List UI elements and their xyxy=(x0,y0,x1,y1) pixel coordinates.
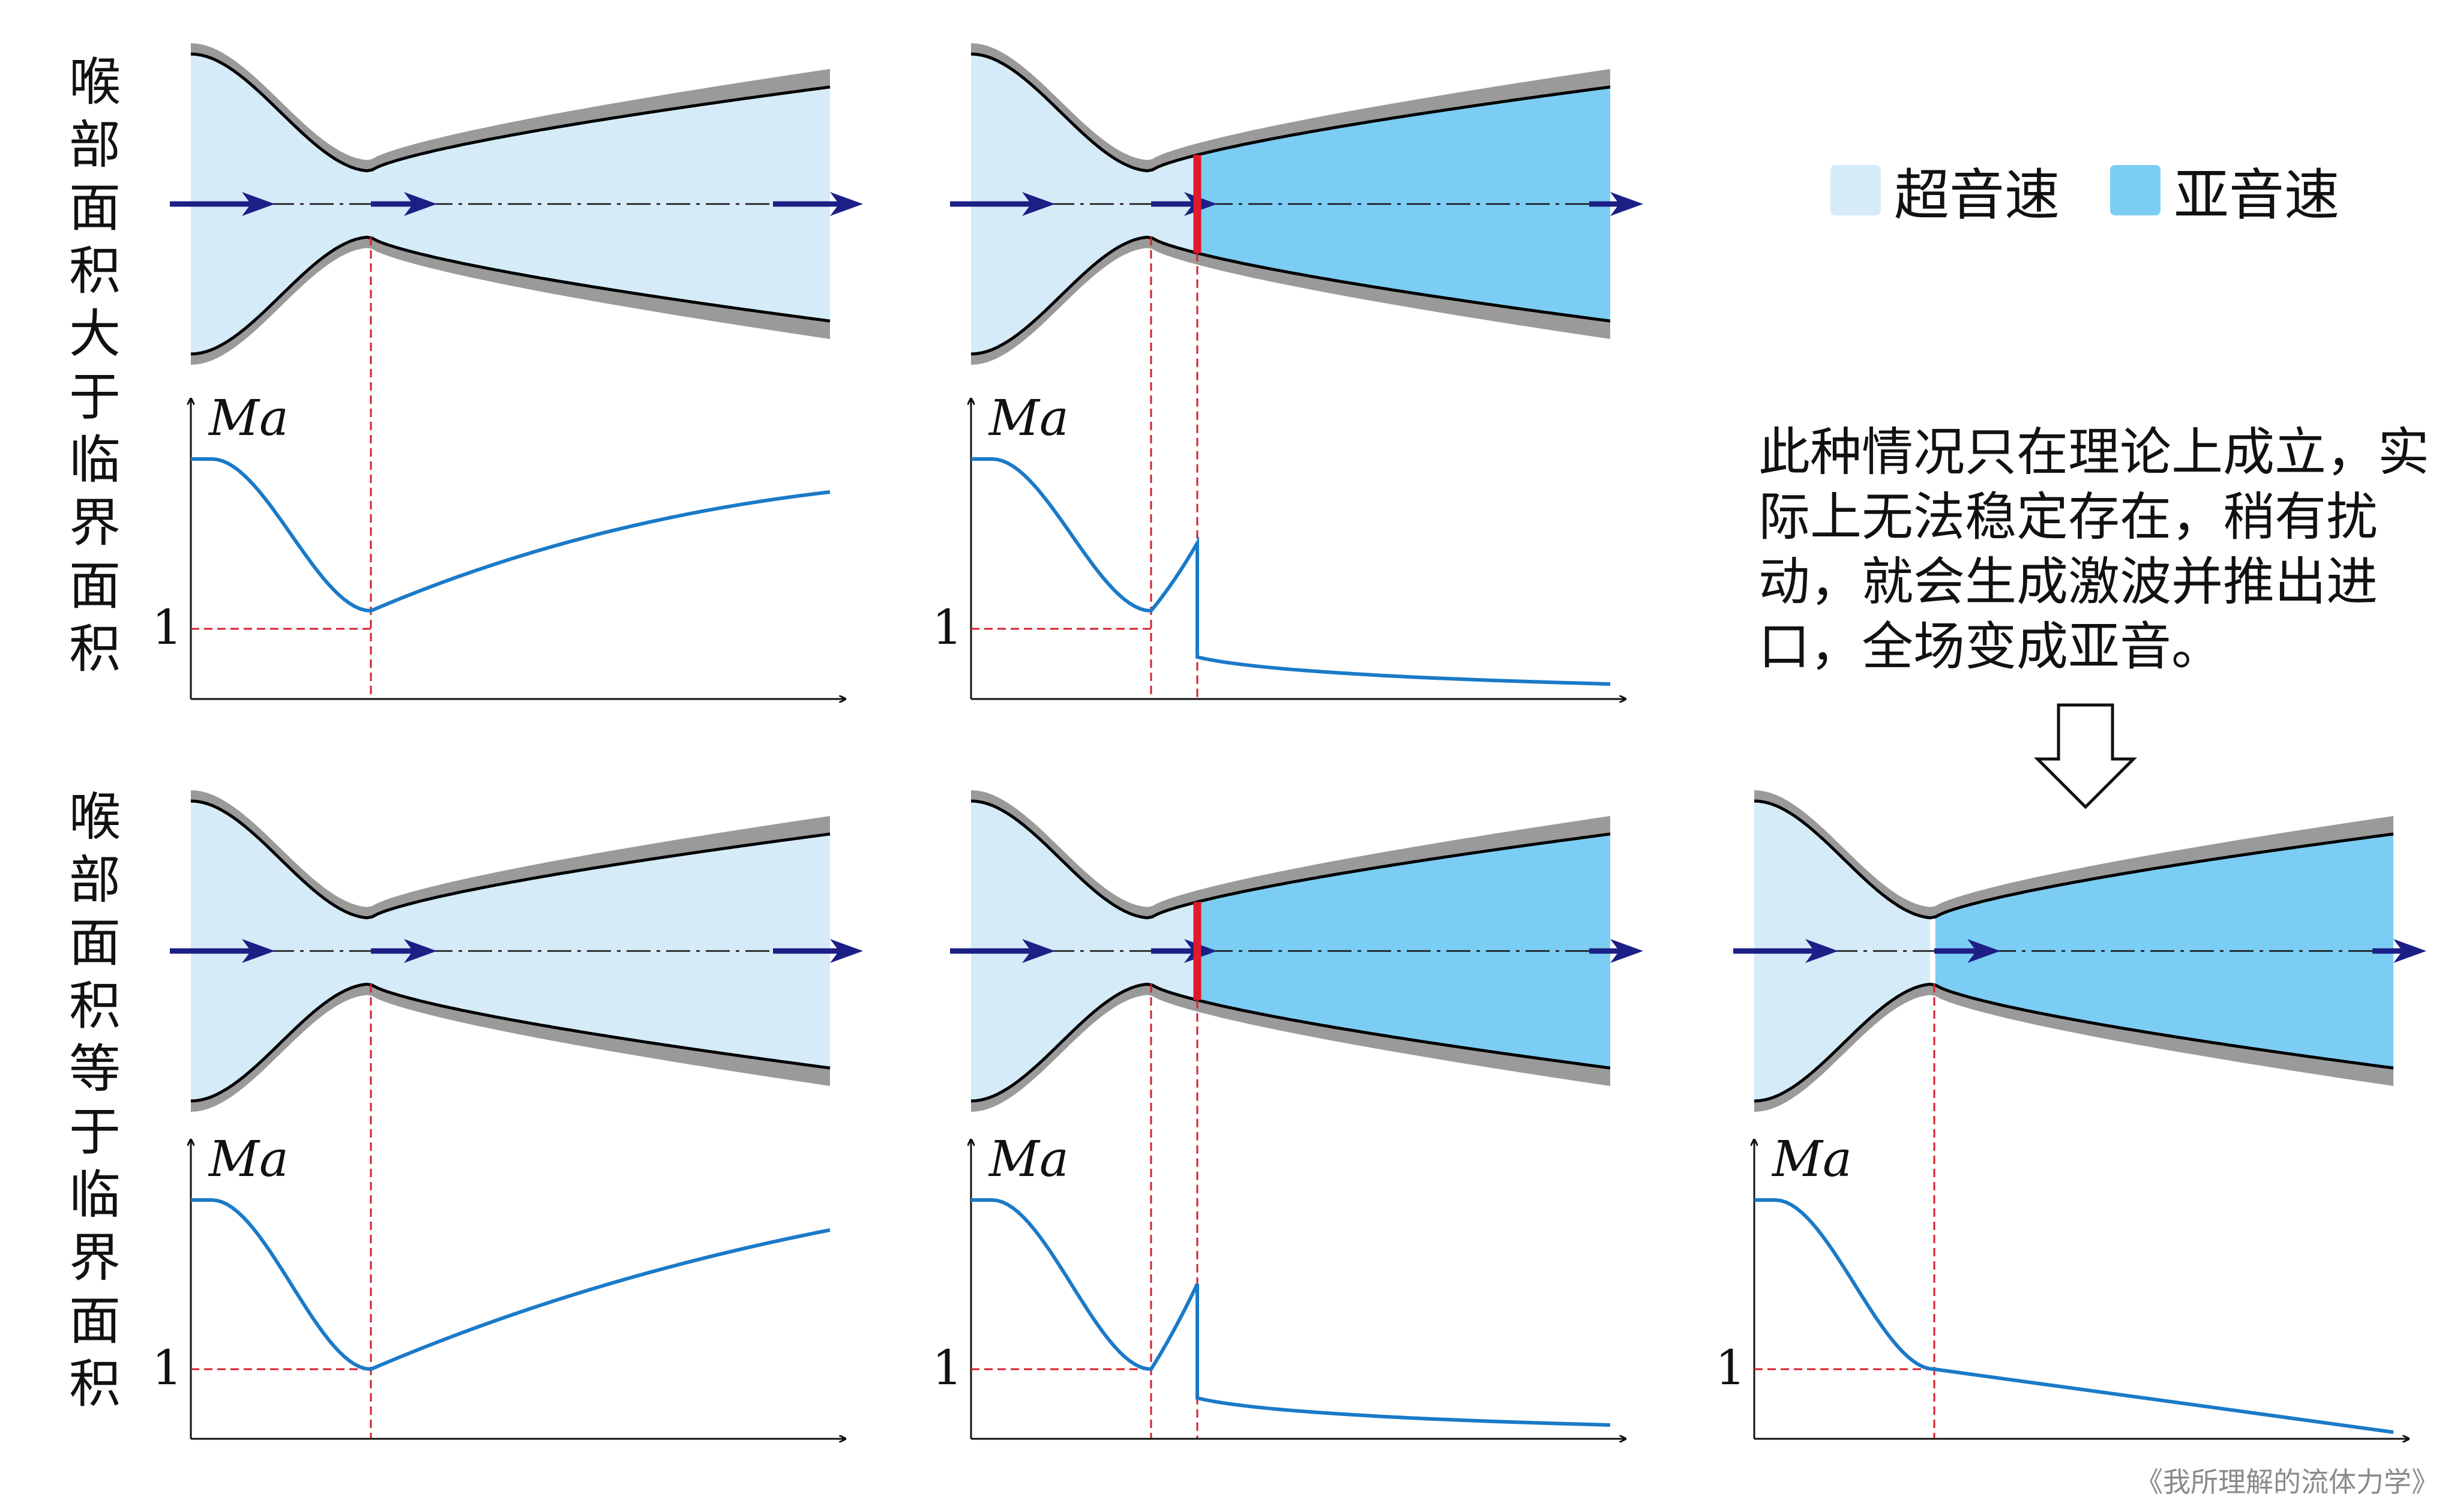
reference-one-label: 1 xyxy=(152,1340,182,1396)
mach-curve xyxy=(971,1198,1611,1427)
y-axis-label: Ma xyxy=(988,390,1069,447)
lower-wall-edge xyxy=(1754,982,2394,1103)
lower-wall-edge xyxy=(970,235,1611,356)
flow-arrow-head xyxy=(1967,939,2000,963)
upper-wall-edge xyxy=(970,52,1611,173)
flow-arrow-head xyxy=(1022,939,1055,963)
nozzle-panel-top-middle: Ma 1 xyxy=(932,43,1643,699)
reference-one-label: 1 xyxy=(932,599,963,655)
y-axis-label: Ma xyxy=(1771,1131,1852,1188)
watermark: 《我所理解的流体力学》 xyxy=(2135,1466,2439,1498)
nozzle-panel-bottom-middle: Ma 1 xyxy=(932,790,1643,1439)
reference-one-label: 1 xyxy=(1715,1340,1746,1396)
flow-arrow-head xyxy=(1610,939,1643,963)
lower-wall-edge xyxy=(190,235,831,356)
mach-curve xyxy=(971,457,1611,686)
row-label-throat-larger: 喉部面积大于临界面积 xyxy=(69,52,121,679)
legend-swatch-subsonic xyxy=(2110,165,2161,215)
y-axis-label: Ma xyxy=(208,390,289,447)
flow-arrow-head xyxy=(1805,939,1838,963)
lower-wall-edge xyxy=(970,982,1611,1103)
mach-curve xyxy=(191,457,831,613)
flow-arrow-head xyxy=(830,192,863,216)
flow-arrow-head xyxy=(1022,192,1055,216)
upper-wall-edge xyxy=(970,799,1611,920)
lower-wall-edge xyxy=(190,982,831,1103)
nozzle-panel-top-left: Ma 1 xyxy=(152,43,863,699)
nozzle-panel-bottom-right: Ma 1 xyxy=(1715,790,2426,1439)
subsonic-region xyxy=(1200,834,1610,1068)
upper-wall-edge xyxy=(190,52,831,173)
legend-label-subsonic: 亚音速 xyxy=(2174,163,2340,227)
flow-arrow-head xyxy=(830,939,863,963)
legend-swatch-supersonic xyxy=(1830,165,1881,215)
upper-wall-edge xyxy=(1754,799,2394,920)
flow-arrow-head xyxy=(242,192,275,216)
flow-arrow-head xyxy=(404,192,437,216)
legend-label-supersonic: 超音速 xyxy=(1894,163,2060,227)
flow-arrow-head xyxy=(242,939,275,963)
mach-curve xyxy=(191,1198,831,1372)
flow-arrow-head xyxy=(2393,939,2426,963)
reference-one-label: 1 xyxy=(932,1340,963,1396)
legend-supersonic: 超音速 xyxy=(1830,157,2060,227)
upper-wall-edge xyxy=(190,799,831,920)
y-axis-label: Ma xyxy=(208,1131,289,1188)
y-axis-label: Ma xyxy=(988,1131,1069,1188)
row-label-throat-equal: 喉部面积等于临界面积 xyxy=(69,787,121,1414)
down-arrow-icon xyxy=(2033,703,2138,809)
mach-curve xyxy=(1754,1198,2394,1434)
legend-subsonic: 亚音速 xyxy=(2110,157,2339,227)
reference-one-label: 1 xyxy=(152,599,182,655)
flow-arrow-head xyxy=(404,939,437,963)
flow-arrow-head xyxy=(1610,192,1643,216)
nozzle-panel-bottom-left: Ma 1 xyxy=(152,790,863,1439)
explanatory-note: 此种情况只在理论上成立，实际上无法稳定存在，稍有扰动，就会生成激波并推出进口，全… xyxy=(1758,422,2429,677)
subsonic-region xyxy=(1200,87,1610,321)
